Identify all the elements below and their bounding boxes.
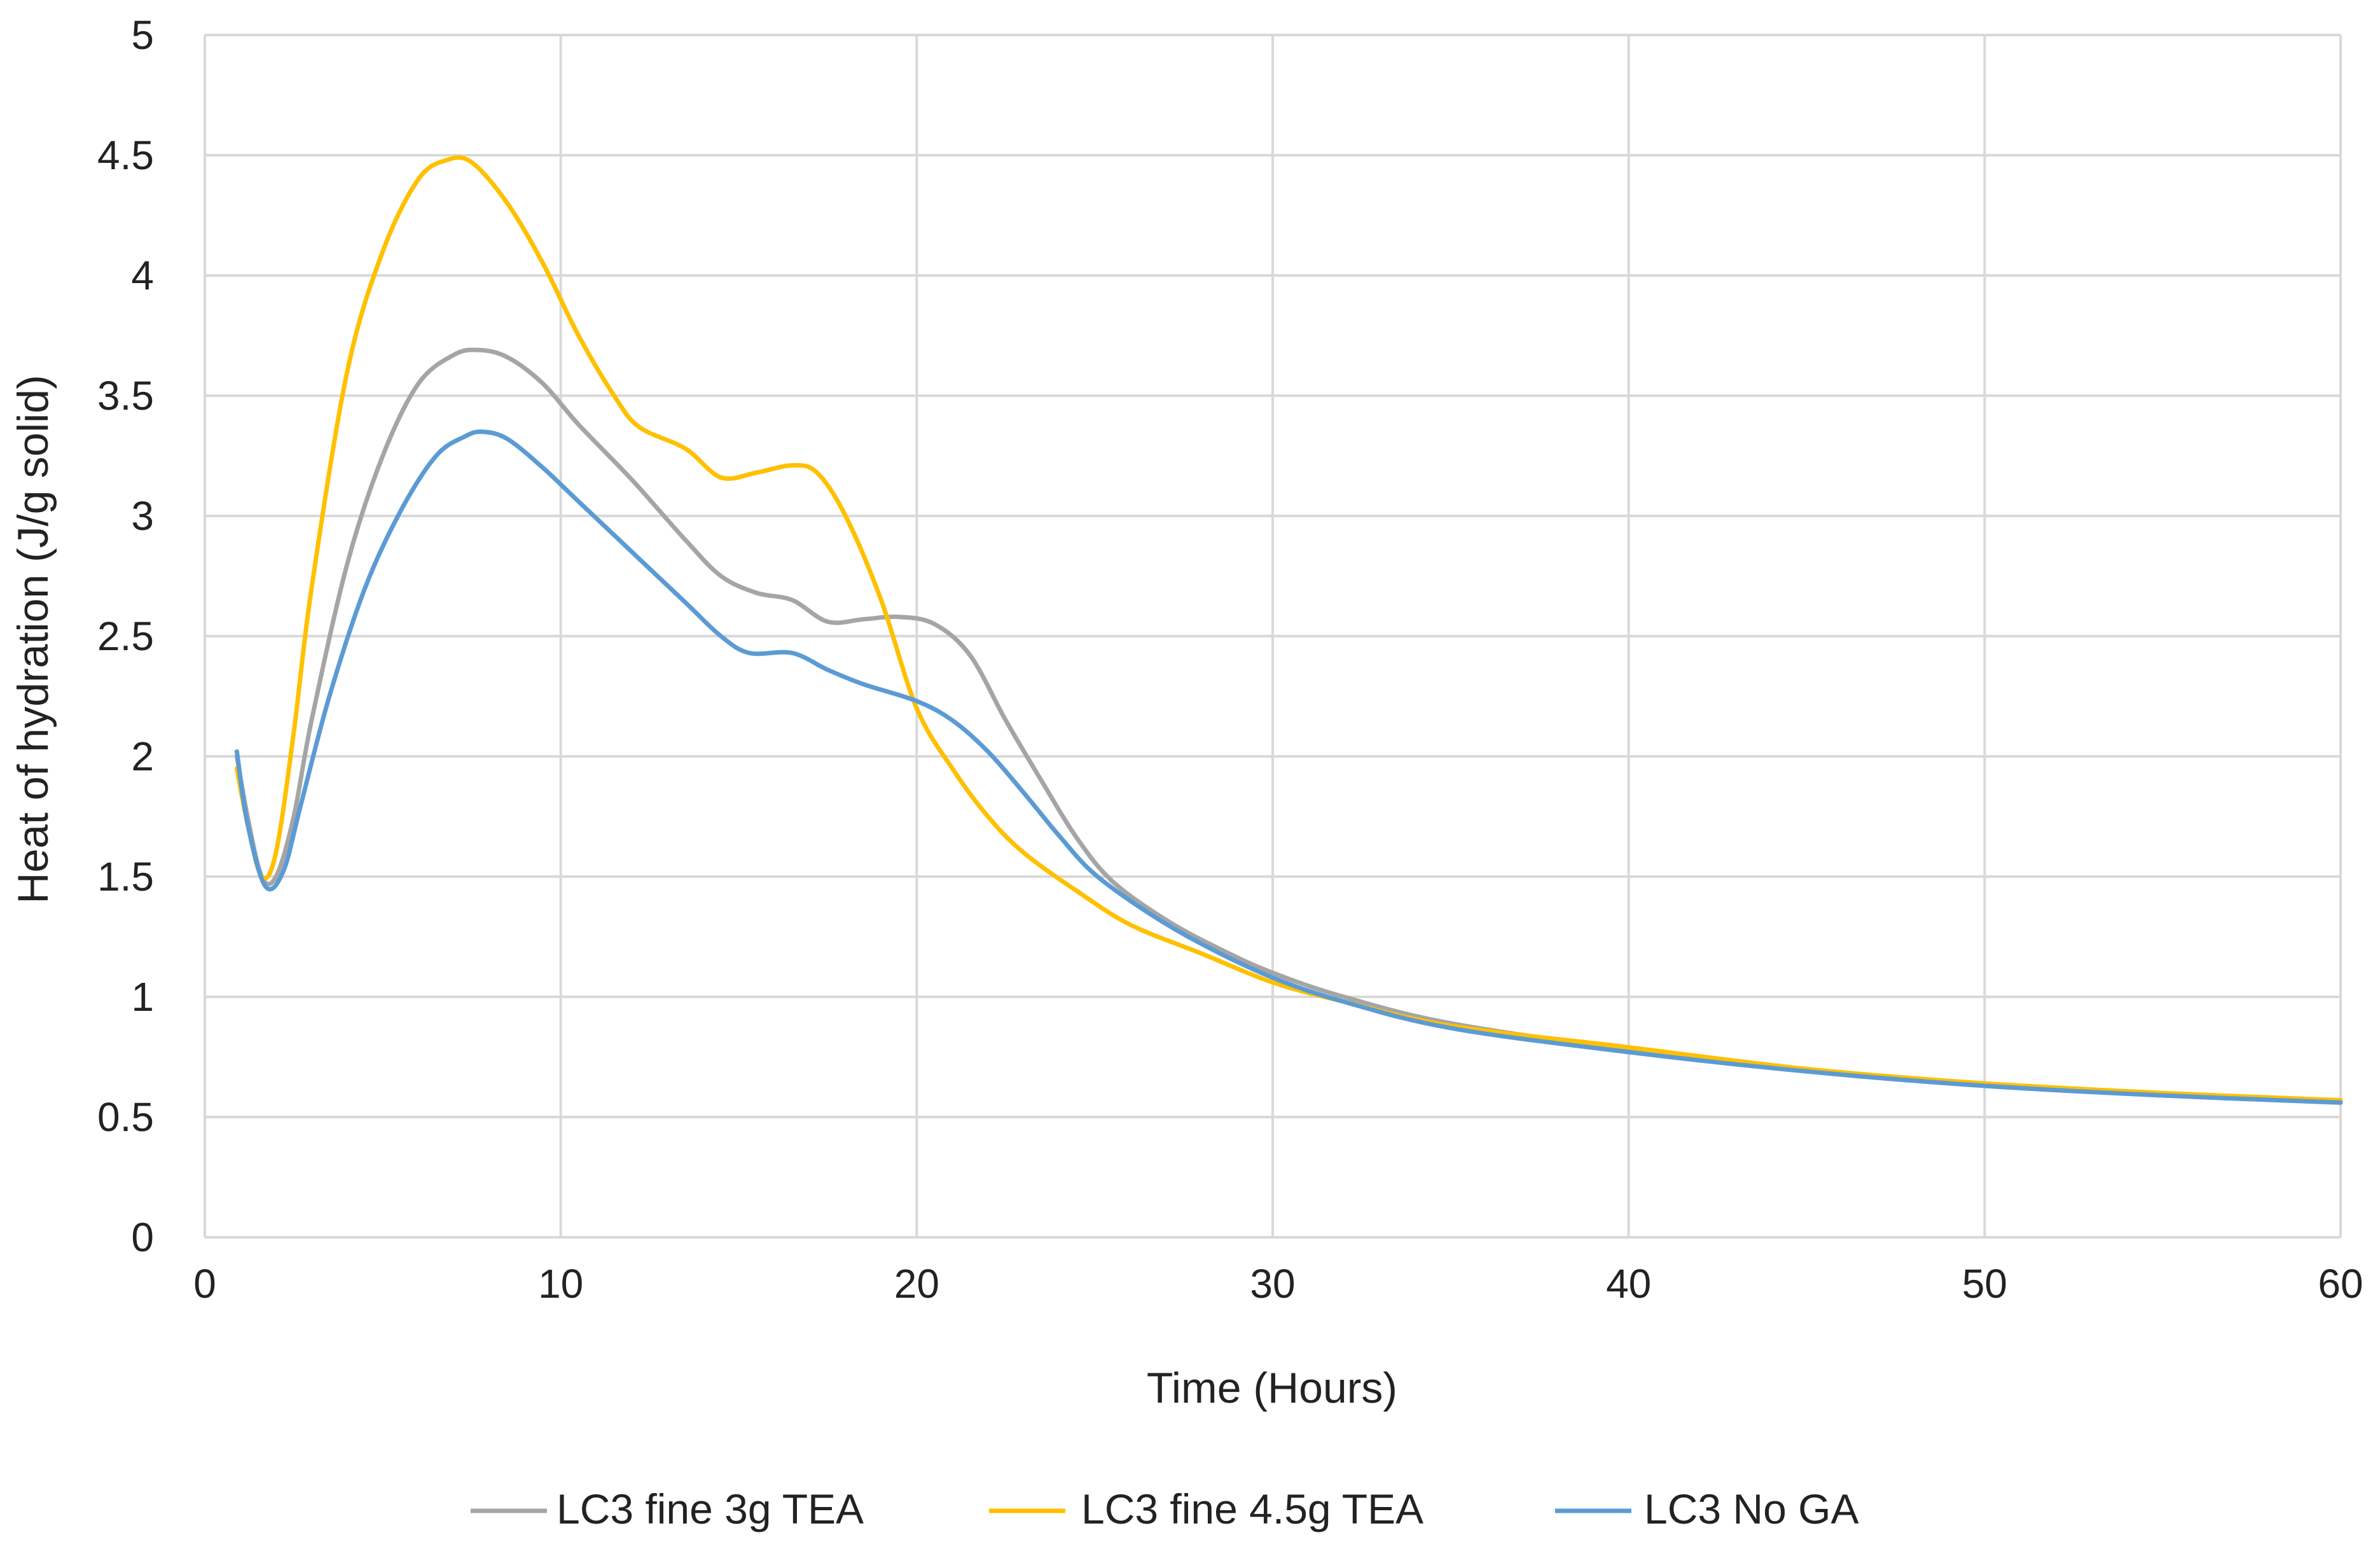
y-tick-label: 5 — [131, 12, 154, 58]
x-tick-label: 30 — [1250, 1261, 1295, 1307]
legend-item-lc3-no-ga: LC3 No GA — [1644, 1485, 1858, 1532]
x-tick-label: 20 — [894, 1261, 939, 1307]
x-tick-label: 50 — [1962, 1261, 2007, 1307]
grid — [204, 34, 2342, 1239]
x-tick-label: 40 — [1606, 1261, 1651, 1307]
y-tick-label: 3 — [131, 493, 154, 539]
y-tick-label: 0 — [131, 1214, 154, 1260]
y-tick-label: 2 — [131, 733, 154, 779]
legend-item-lc3-fine-4-5g-tea: LC3 fine 4.5g TEA — [1081, 1485, 1423, 1532]
y-tick-label: 4.5 — [97, 132, 154, 178]
x-axis-title: Time (Hours) — [1147, 1364, 1397, 1412]
y-tick-label: 4 — [131, 253, 154, 298]
y-tick-label: 3.5 — [97, 373, 154, 419]
series-lines — [234, 155, 2343, 1105]
y-tick-label: 2.5 — [97, 613, 154, 659]
legend: LC3 fine 3g TEA LC3 fine 4.5g TEA LC3 No G… — [471, 1485, 1858, 1532]
series-line-lc3-no-ga — [234, 429, 2343, 1105]
y-axis-ticks: 0 0.5 1 1.5 2 2.5 3 3.5 4 4.5 5 — [97, 12, 154, 1260]
x-tick-label: 60 — [2318, 1261, 2363, 1307]
y-tick-label: 1.5 — [97, 854, 154, 900]
legend-item-lc3-fine-3g-tea: LC3 fine 3g TEA — [557, 1485, 864, 1532]
y-tick-label: 0.5 — [97, 1094, 154, 1140]
y-axis-title: Heat of hydration (J/g solid) — [9, 375, 57, 904]
x-tick-label: 10 — [538, 1261, 583, 1307]
x-axis-ticks: 0 10 20 30 40 50 60 — [193, 1261, 2363, 1307]
series-line-lc3-fine-4-5g-tea — [234, 155, 2343, 1102]
x-tick-label: 0 — [193, 1261, 216, 1307]
y-tick-label: 1 — [131, 974, 154, 1020]
